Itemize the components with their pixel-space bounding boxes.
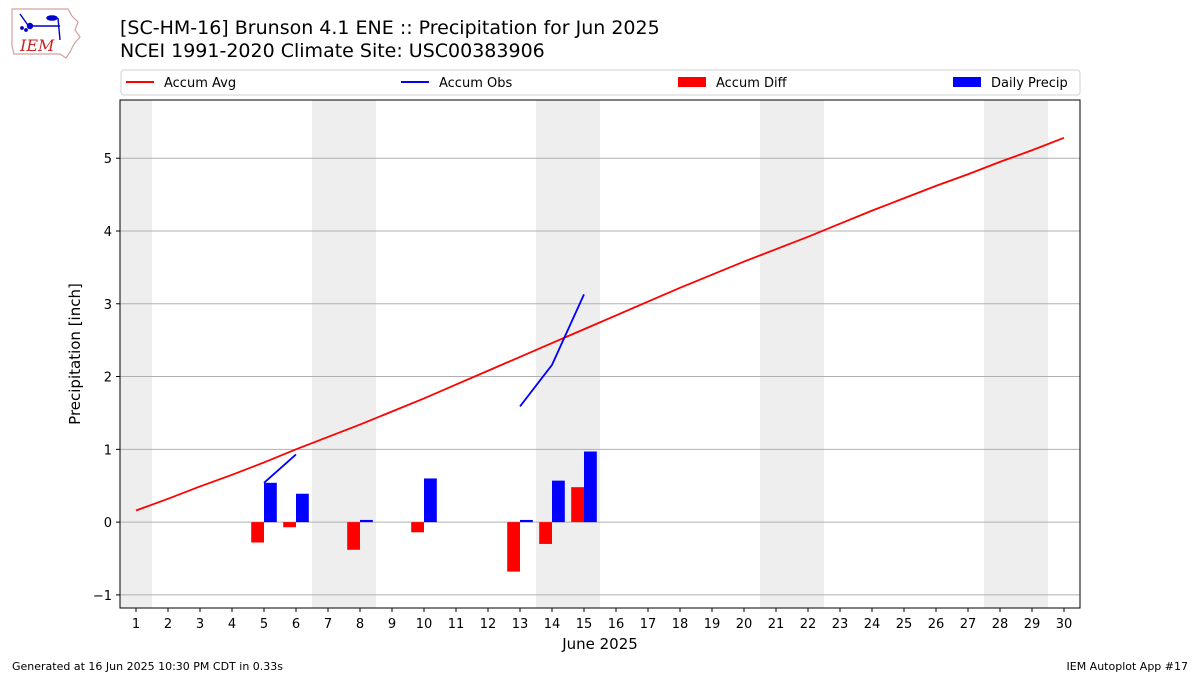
accum-diff-bar	[251, 522, 264, 543]
y-tick-label: 3	[104, 298, 112, 313]
legend-accum-avg-label: Accum Avg	[164, 76, 236, 91]
accum-avg-line	[135, 137, 1065, 512]
x-tick-label: 19	[704, 617, 721, 632]
accum-diff-bar	[347, 522, 360, 550]
x-tick-label: 8	[356, 617, 364, 632]
legend-daily-precip-swatch	[953, 77, 981, 87]
y-tick-label: −1	[93, 589, 112, 604]
x-tick-label: 23	[832, 617, 849, 632]
logo-text: IEM	[19, 36, 55, 55]
accum-diff-bar	[507, 522, 520, 572]
x-tick-label: 30	[1056, 617, 1073, 632]
y-tick-label: 1	[104, 443, 112, 458]
x-tick-label: 24	[864, 617, 881, 632]
iem-logo: IEM	[11, 8, 81, 59]
x-tick-label: 7	[324, 617, 332, 632]
x-axis-label: June 2025	[561, 635, 638, 653]
x-tick-label: 11	[448, 617, 465, 632]
x-tick-label: 6	[292, 617, 300, 632]
daily-precip-bar	[296, 493, 309, 523]
x-tick-label: 9	[388, 617, 396, 632]
x-tick-label: 1	[132, 617, 140, 632]
x-tick-label: 27	[960, 617, 977, 632]
accum-diff-bar	[571, 487, 584, 523]
x-tick-label: 29	[1024, 617, 1041, 632]
daily-precip-bar	[264, 482, 277, 523]
legend: Accum Avg Accum Obs Accum Diff Daily Precip	[120, 69, 1081, 96]
accum-diff-bar	[539, 522, 552, 544]
weekend-band	[984, 100, 1016, 608]
weather-station-icon	[19, 13, 61, 41]
weekend-band	[120, 100, 152, 608]
x-tick-label: 21	[768, 617, 785, 632]
x-tick-label: 14	[544, 617, 561, 632]
weekend-band	[760, 100, 792, 608]
x-tick-label: 2	[164, 617, 172, 632]
y-tick-label: 0	[104, 516, 112, 531]
x-tick-label: 3	[196, 617, 204, 632]
plot-frame	[119, 99, 1081, 609]
x-tick-label: 20	[736, 617, 753, 632]
x-tick-label: 17	[640, 617, 657, 632]
accum-diff-bar	[411, 522, 424, 533]
x-tick-label: 15	[576, 617, 593, 632]
x-tick-label: 5	[260, 617, 268, 632]
x-tick-label: 10	[416, 617, 433, 632]
iowa-outline-icon	[11, 8, 81, 59]
chart-title: [SC-HM-16] Brunson 4.1 ENE :: Precipitat…	[120, 17, 660, 39]
x-tick-label: 22	[800, 617, 817, 632]
x-tick-label: 13	[512, 617, 529, 632]
legend-daily-precip-label: Daily Precip	[991, 76, 1068, 91]
daily-precip-bar	[584, 451, 597, 523]
accum-obs-line	[519, 293, 585, 407]
legend-accum-diff-label: Accum Diff	[716, 76, 788, 91]
daily-precip-bar	[520, 519, 533, 523]
chart-subtitle: NCEI 1991-2020 Climate Site: USC00383906	[120, 40, 545, 62]
daily-precip-bar	[552, 480, 565, 523]
weekend-band	[792, 100, 824, 608]
legend-accum-obs-label: Accum Obs	[439, 76, 512, 91]
footer-app-text: IEM Autoplot App #17	[1066, 660, 1189, 673]
footer-generated-text: Generated at 16 Jun 2025 10:30 PM CDT in…	[12, 660, 284, 673]
weekend-band	[1016, 100, 1048, 608]
x-tick-label: 18	[672, 617, 689, 632]
accum-obs-line	[263, 453, 297, 484]
weekend-band	[568, 100, 600, 608]
x-tick-label: 12	[480, 617, 497, 632]
weekend-band	[312, 100, 344, 608]
legend-accum-diff-swatch	[678, 77, 706, 87]
y-tick-label: 2	[104, 371, 112, 386]
x-tick-label: 26	[928, 617, 945, 632]
x-tick-label: 28	[992, 617, 1009, 632]
x-tick-label: 4	[228, 617, 236, 632]
x-tick-label: 25	[896, 617, 913, 632]
y-tick-label: 5	[104, 152, 112, 167]
daily-precip-bar	[360, 519, 373, 523]
y-tick-label: 4	[104, 225, 112, 240]
y-axis-label: Precipitation [inch]	[66, 283, 84, 425]
daily-precip-bar	[424, 478, 437, 523]
x-tick-label: 16	[608, 617, 625, 632]
accum-diff-bar	[283, 522, 296, 528]
legend-box	[120, 69, 1081, 96]
